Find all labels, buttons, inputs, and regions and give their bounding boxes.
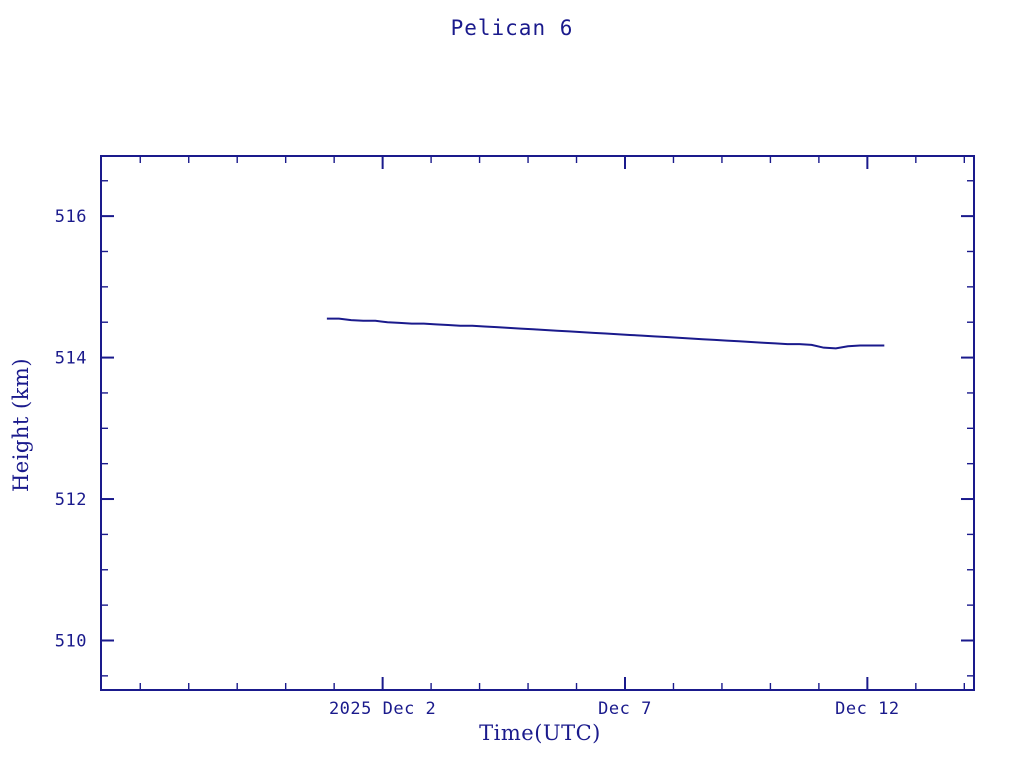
x-tick-label: Dec 7 xyxy=(598,699,652,719)
data-series-line xyxy=(326,317,885,350)
y-tick-label: 510 xyxy=(55,631,87,651)
y-axis-title: Height (km) xyxy=(9,358,33,492)
series-polyline xyxy=(326,317,885,350)
y-tick-label: 516 xyxy=(55,207,87,227)
x-tick-label: 2025 Dec 2 xyxy=(329,699,436,719)
x-tick-label: Dec 12 xyxy=(835,699,899,719)
plot-frame xyxy=(100,155,975,691)
x-axis-title: Time(UTC) xyxy=(479,721,601,745)
y-tick-label: 512 xyxy=(55,490,87,510)
y-axis-tick-labels: 510 512 514 516 xyxy=(55,207,87,651)
chart-title: Pelican 6 xyxy=(450,16,574,40)
y-axis-ticks xyxy=(101,180,974,677)
x-axis-ticks xyxy=(139,156,966,690)
y-tick-label: 514 xyxy=(55,349,87,369)
x-axis-tick-labels: 2025 Dec 2 Dec 7 Dec 12 xyxy=(329,699,899,719)
